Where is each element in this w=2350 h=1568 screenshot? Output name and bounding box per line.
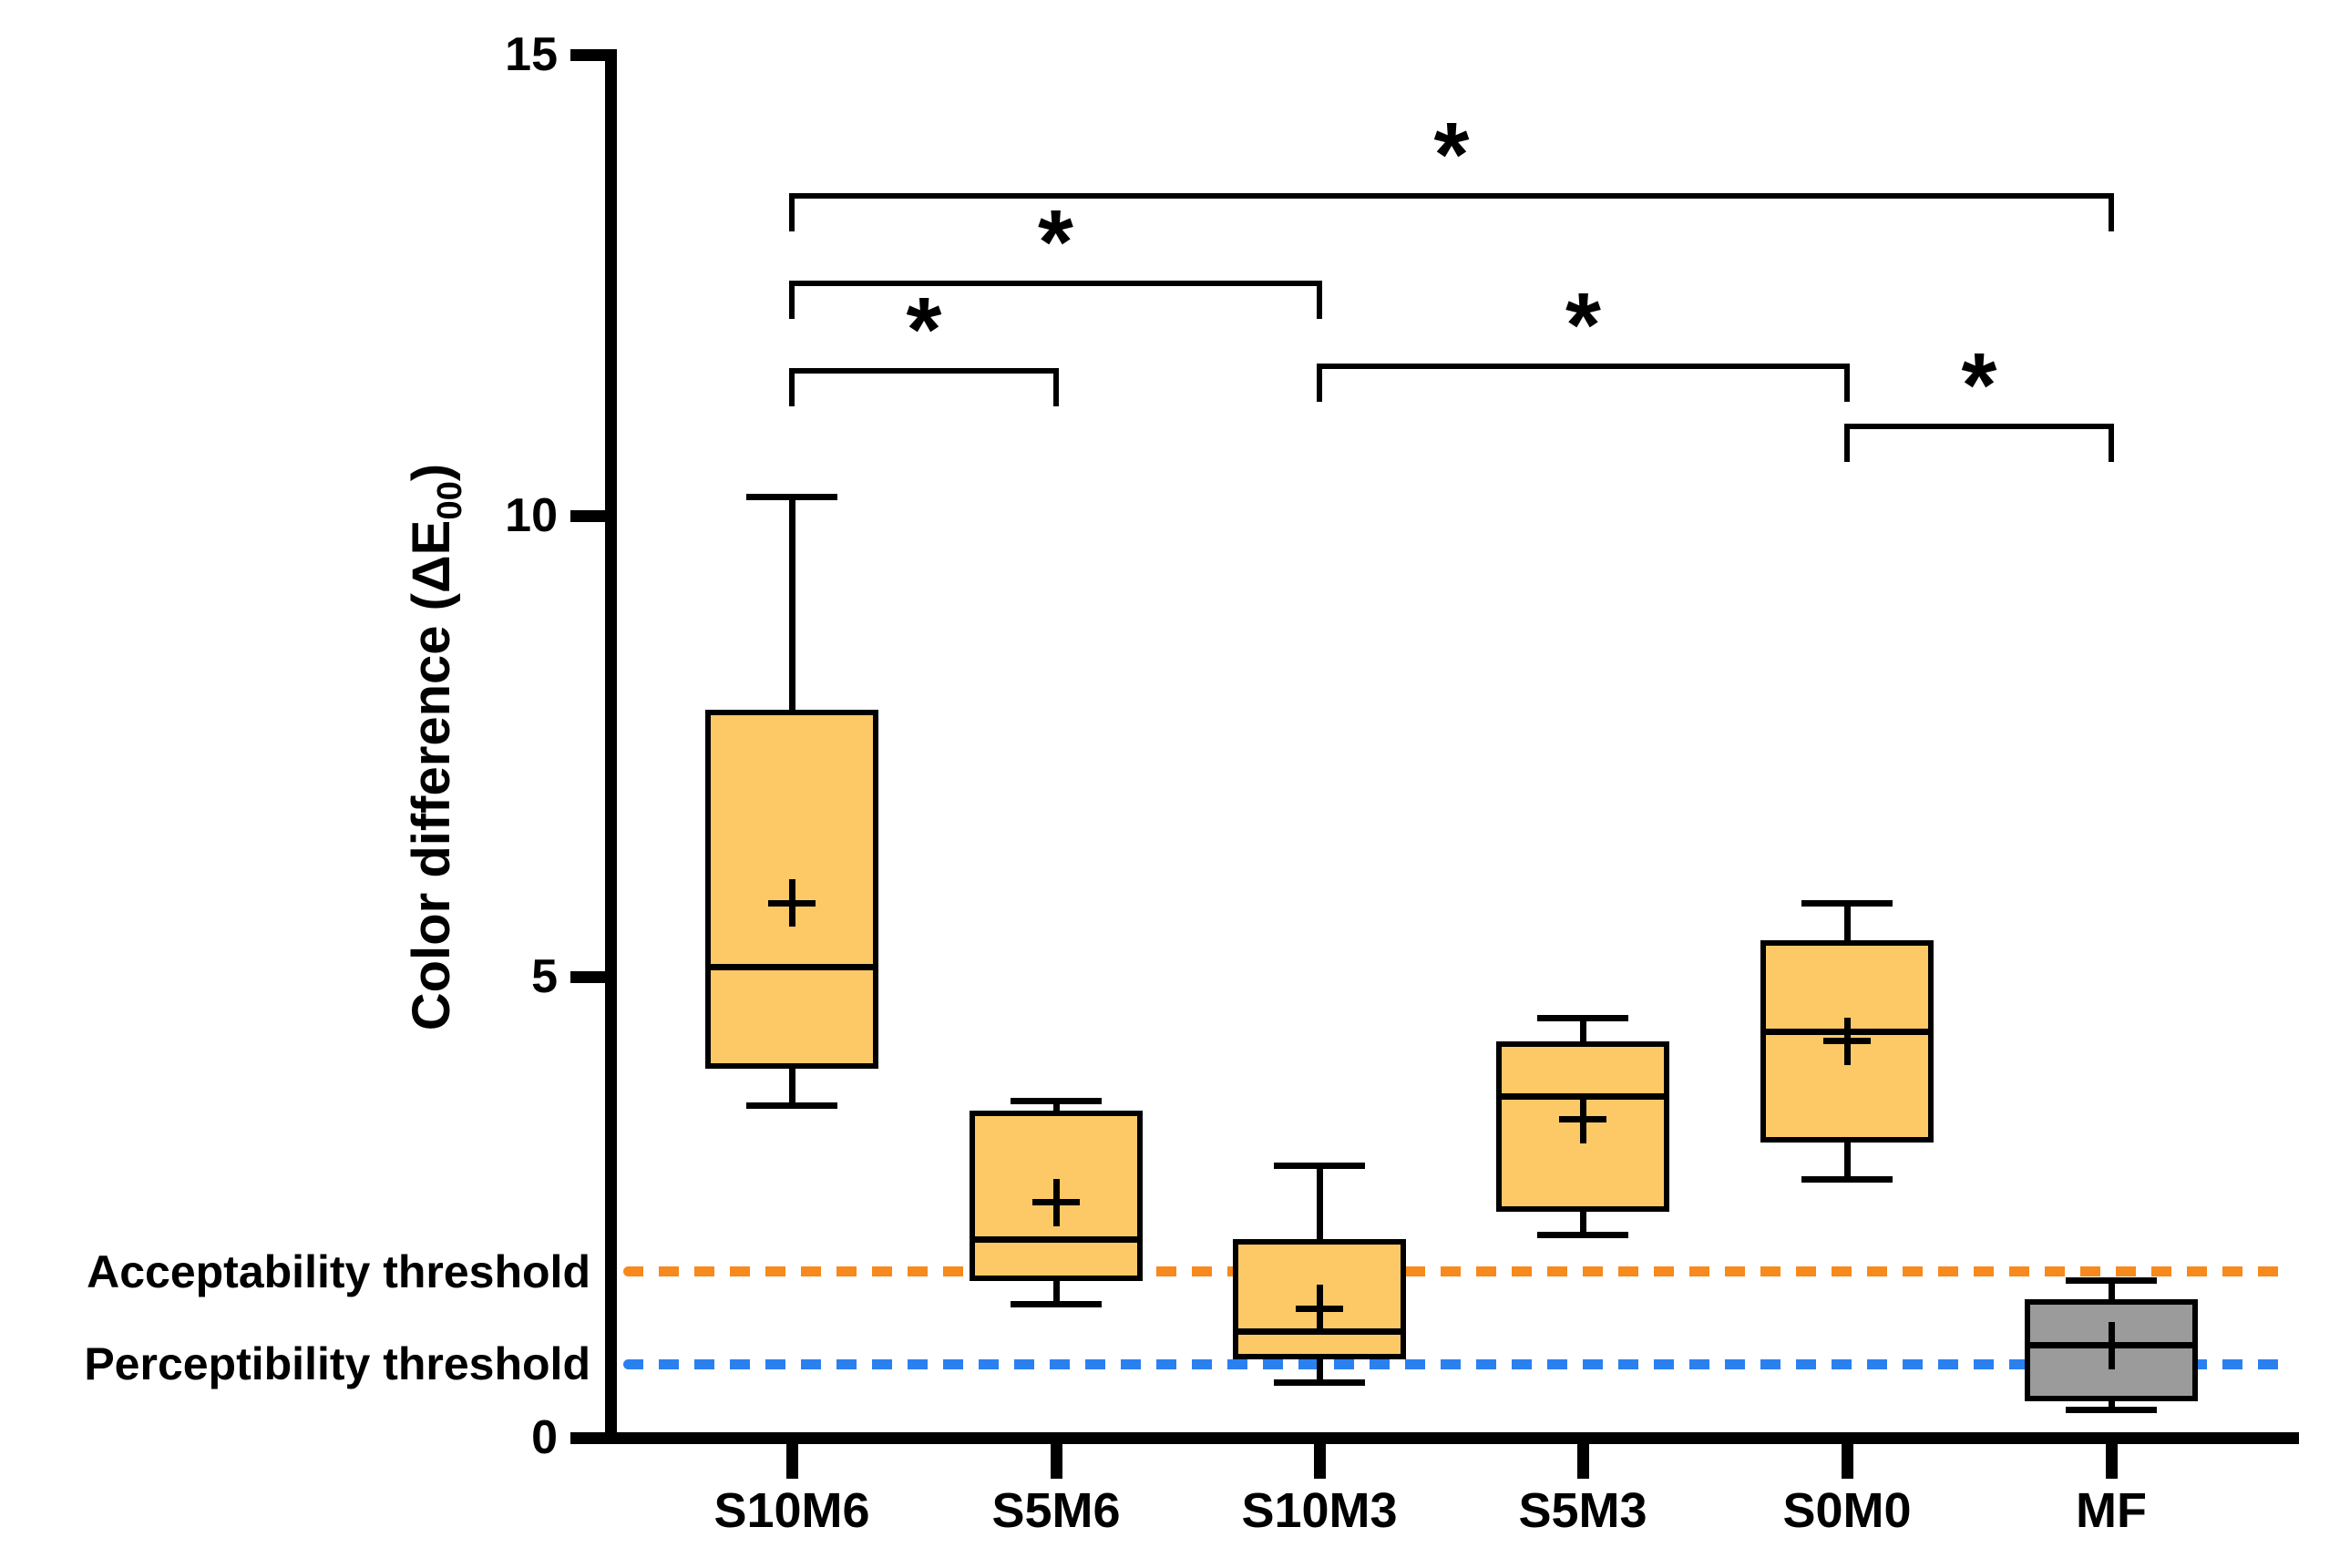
x-axis-category-label: MF xyxy=(2076,1483,2147,1538)
upper-whisker-line xyxy=(1843,903,1851,940)
x-axis-category-label: S10M3 xyxy=(1241,1483,1398,1538)
threshold-label-acceptability: Acceptability threshold xyxy=(87,1245,590,1297)
y-axis-tick-label: 5 xyxy=(531,950,558,1003)
significance-asterisk: * xyxy=(1961,333,1997,436)
threshold-line-perceptibility xyxy=(623,1358,2292,1369)
y-axis-tick xyxy=(570,1431,605,1444)
upper-whisker-line xyxy=(1316,1165,1323,1240)
y-axis-tick-label: 15 xyxy=(505,28,558,81)
lower-whisker-line xyxy=(1843,1143,1851,1180)
significance-bracket-S0M0-MF-right-drop xyxy=(2109,423,2114,462)
x-axis-tick xyxy=(2105,1443,2118,1479)
lower-whisker-line xyxy=(1052,1280,1060,1305)
x-axis-tick xyxy=(785,1443,798,1479)
lower-whisker-line xyxy=(1579,1212,1586,1235)
significance-bracket-S0M0-MF-line xyxy=(1844,423,2114,429)
threshold-line-acceptability xyxy=(623,1266,2292,1277)
lower-whisker-cap xyxy=(1537,1231,1628,1238)
significance-bracket-S10M6-S10M3-right-drop xyxy=(1317,280,1322,319)
x-axis-category-label: S0M0 xyxy=(1782,1483,1912,1538)
lower-whisker-cap xyxy=(1011,1300,1102,1307)
mean-marker-horizontal xyxy=(1296,1305,1343,1312)
upper-whisker-line xyxy=(1052,1101,1060,1111)
significance-bracket-S10M3-S0M0-right-drop xyxy=(1844,364,1850,403)
significance-bracket-S10M6-S10M3-left-drop xyxy=(789,280,795,319)
significance-bracket-S10M6-MF-right-drop xyxy=(2109,192,2114,231)
y-axis-tick xyxy=(570,970,605,983)
upper-whisker-cap xyxy=(2066,1277,2157,1285)
iqr-box xyxy=(1233,1239,1406,1359)
significance-bracket-S10M3-S0M0-left-drop xyxy=(1317,364,1322,403)
x-axis-tick xyxy=(1576,1443,1589,1479)
y-axis-line xyxy=(605,48,617,1444)
x-axis-category-label: S5M3 xyxy=(1518,1483,1647,1538)
median-line xyxy=(970,1235,1143,1243)
lower-whisker-cap xyxy=(746,1102,837,1110)
upper-whisker-line xyxy=(2108,1280,2115,1300)
significance-bracket-S10M6-S5M6-line xyxy=(789,368,1059,374)
x-axis-line xyxy=(605,1431,2299,1444)
significance-bracket-S10M6-S5M6-left-drop xyxy=(789,368,795,407)
threshold-label-perceptibility: Perceptibility threshold xyxy=(84,1338,590,1390)
x-axis-category-label: S10M6 xyxy=(713,1483,870,1538)
x-axis-tick xyxy=(1313,1443,1326,1479)
lower-whisker-line xyxy=(2108,1400,2115,1410)
lower-whisker-cap xyxy=(2066,1407,2157,1414)
upper-whisker-line xyxy=(1579,1018,1586,1041)
upper-whisker-cap xyxy=(1801,899,1893,907)
y-axis-tick-label: 10 xyxy=(505,489,558,542)
significance-bracket-S10M6-MF-left-drop xyxy=(789,192,795,231)
significance-bracket-S10M3-S0M0-line xyxy=(1317,364,1850,370)
upper-whisker-line xyxy=(788,497,795,710)
mean-marker-horizontal xyxy=(768,899,816,907)
significance-bracket-S10M6-MF-line xyxy=(789,192,2114,199)
x-axis-category-label: S5M6 xyxy=(991,1483,1121,1538)
upper-whisker-cap xyxy=(1537,1015,1628,1022)
upper-whisker-cap xyxy=(746,494,837,501)
lower-whisker-cap xyxy=(1801,1176,1893,1184)
lower-whisker-line xyxy=(1316,1358,1323,1383)
mean-marker-horizontal xyxy=(1559,1116,1606,1123)
significance-bracket-S10M6-S5M6-right-drop xyxy=(1053,368,1059,407)
lower-whisker-line xyxy=(788,1069,795,1106)
lower-whisker-cap xyxy=(1274,1378,1365,1386)
significance-asterisk: * xyxy=(1433,103,1470,206)
significance-bracket-S10M6-S10M3-line xyxy=(789,280,1322,286)
mean-marker-horizontal xyxy=(2088,1342,2135,1349)
mean-marker-horizontal xyxy=(1032,1199,1080,1206)
upper-whisker-cap xyxy=(1011,1098,1102,1105)
y-axis-tick-label: 0 xyxy=(531,1411,558,1464)
mean-marker-horizontal xyxy=(1823,1038,1871,1045)
upper-whisker-cap xyxy=(1274,1162,1365,1169)
significance-bracket-S0M0-MF-left-drop xyxy=(1844,423,1850,462)
x-axis-tick xyxy=(1050,1443,1062,1479)
significance-asterisk: * xyxy=(906,279,942,382)
significance-asterisk: * xyxy=(1038,190,1073,293)
x-axis-tick xyxy=(1841,1443,1853,1479)
y-axis-tick xyxy=(570,509,605,522)
significance-asterisk: * xyxy=(1565,274,1601,377)
median-line xyxy=(705,964,878,971)
y-axis-tick xyxy=(570,48,605,61)
